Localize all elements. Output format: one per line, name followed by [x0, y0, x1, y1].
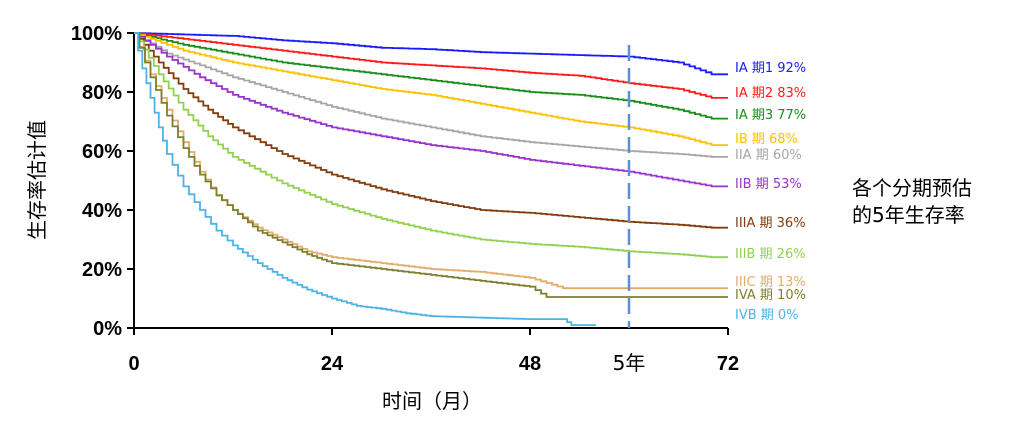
series-end-label: IA 期2 83%	[735, 86, 806, 101]
annotation-line-1: 各个分期预估	[852, 176, 972, 200]
series-line-1	[134, 32, 728, 99]
series-end-label: IA 期3 77%	[735, 108, 806, 123]
series-end-label: IIIB 期 26%	[735, 247, 806, 262]
y-tick-label: 100%	[71, 23, 122, 45]
series-end-label: IIIC 期 13%	[735, 275, 806, 290]
series-line-4	[134, 32, 728, 158]
series-line-0	[134, 32, 728, 76]
series-end-label: IIB 期 53%	[735, 177, 802, 192]
series-labels: IA 期1 92% IA 期2 83% IA 期3 77% IB 期 68%IIA 期…	[735, 61, 806, 323]
series-lines	[134, 32, 728, 326]
x-tick-label: 72	[717, 353, 739, 375]
series-line-3	[134, 32, 728, 146]
series-end-label: IVB 期 0%	[735, 308, 799, 323]
series-end-label: IA 期1 92%	[735, 61, 806, 76]
x-tick-label: 24	[321, 353, 344, 375]
five-year-marker-label: 5年	[613, 351, 646, 375]
x-tick-label: 0	[128, 353, 139, 375]
y-tick-label: 40%	[82, 200, 122, 222]
y-tick-label: 20%	[82, 259, 122, 281]
series-line-6	[134, 32, 728, 229]
x-tick-label: 48	[519, 353, 541, 375]
five-year-marker: 5年	[613, 45, 646, 375]
annotation-line-2: 的5年生存率	[852, 203, 965, 227]
series-end-label: IB 期 68%	[735, 132, 798, 147]
series-line-10	[134, 32, 596, 326]
series-end-label: IIA 期 60%	[735, 148, 802, 163]
y-tick-label: 80%	[82, 82, 122, 104]
y-tick-label: 0%	[93, 318, 122, 340]
y-axis-title: 生存率估计值	[25, 120, 49, 240]
series-end-label: IVA 期 10%	[735, 288, 806, 303]
series-end-label: IIIA 期 36%	[735, 216, 806, 231]
y-ticks: 0% 20% 40% 60% 80% 100%	[71, 23, 134, 340]
series-line-8	[134, 32, 728, 290]
y-tick-label: 60%	[82, 141, 122, 163]
series-line-7	[134, 32, 728, 259]
axes	[133, 33, 728, 329]
x-ticks: 0 24 48 72	[128, 328, 739, 375]
series-line-9	[134, 32, 728, 298]
x-axis-title: 时间（月）	[382, 389, 482, 413]
series-line-5	[134, 32, 728, 188]
series-line-2	[134, 32, 728, 120]
